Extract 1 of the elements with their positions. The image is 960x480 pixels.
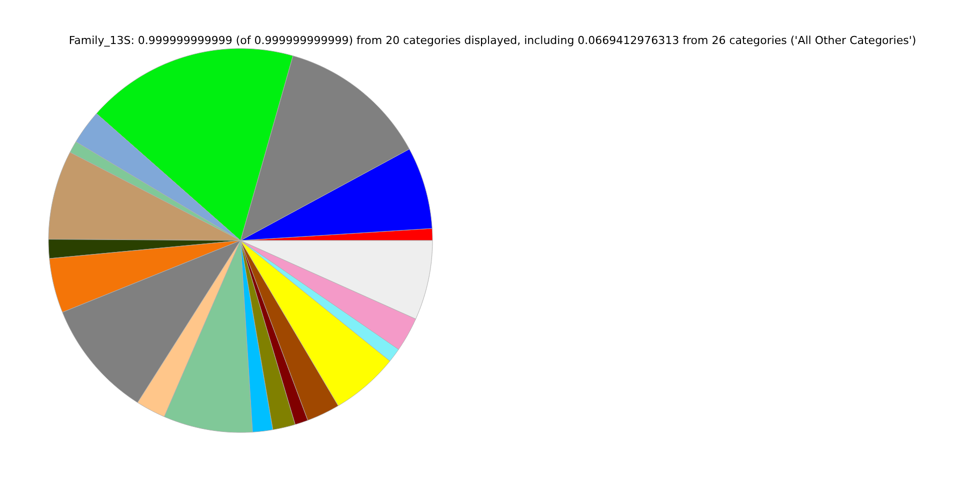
text: Family_13S: 0.999999999999 (of 0.999999999999) from 20 categories displayed, including 0.0669412976313 from 26 categories ('All Other Categories') (68, 34, 916, 47)
